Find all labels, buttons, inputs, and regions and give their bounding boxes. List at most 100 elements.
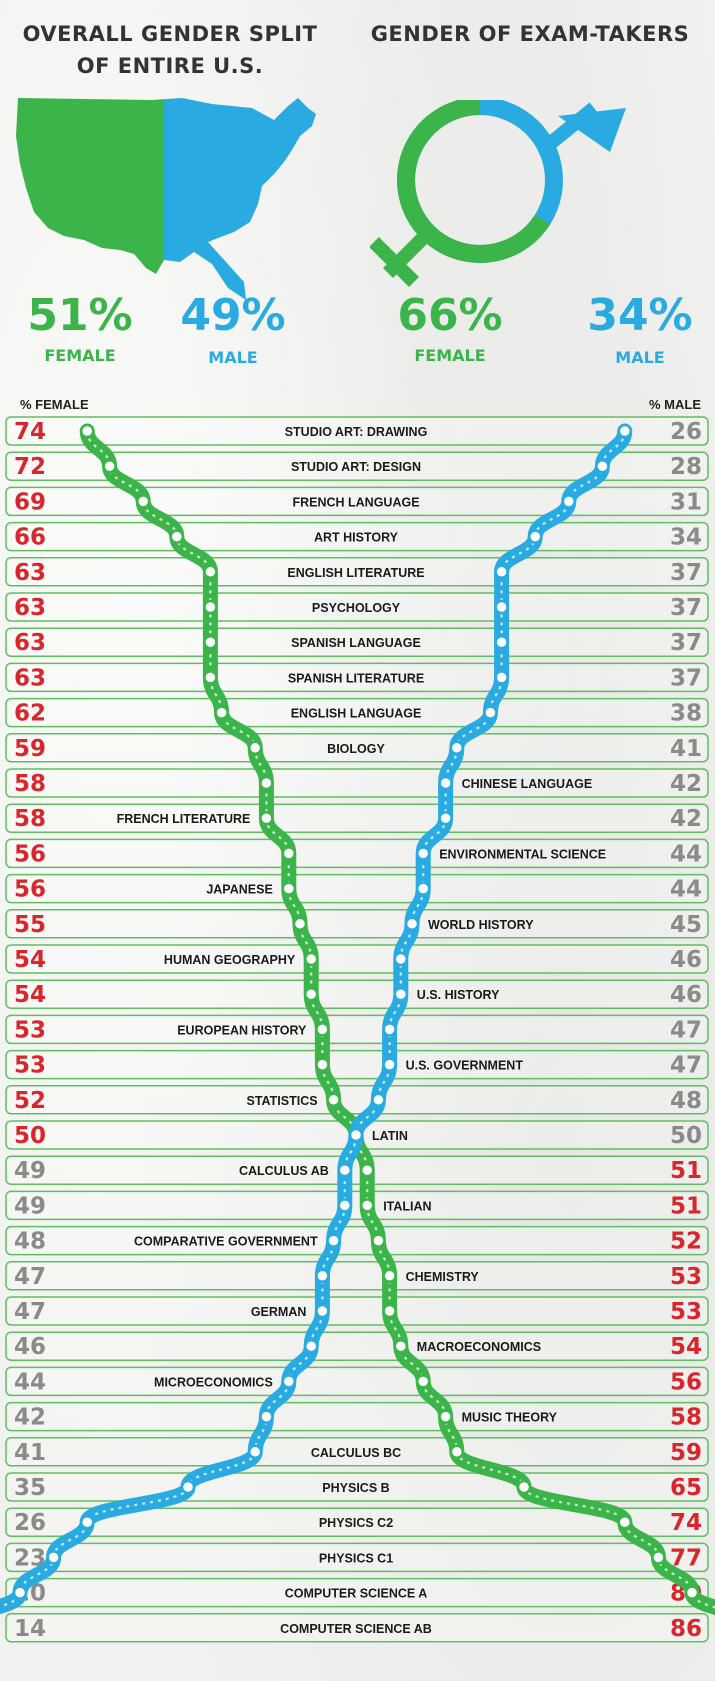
female-pct-value: 58	[14, 806, 46, 832]
male-pct-value: 42	[670, 806, 702, 832]
table-row	[5, 1190, 709, 1221]
us-split-title-line1: OVERALL GENDER SPLIT	[22, 22, 318, 46]
male-series-line-point	[494, 670, 509, 685]
subject-label: ENGLISH LITERATURE	[287, 566, 424, 580]
table-row	[5, 1049, 709, 1080]
female-pct-value: 47	[14, 1299, 46, 1325]
male-pct-value: 50	[670, 1123, 702, 1149]
female-series-line-point	[359, 1198, 375, 1213]
exam-split-title: GENDER OF EXAM-TAKERS	[370, 22, 690, 46]
subject-label: COMPUTER SCIENCE AB	[280, 1622, 432, 1636]
female-series-line-point	[684, 1585, 700, 1600]
table-row	[5, 1507, 709, 1537]
female-symbol-icon	[370, 229, 432, 287]
male-pct-value: 47	[670, 1053, 702, 1079]
exam-female-pct: 66%	[397, 290, 503, 341]
female-series-line-point	[651, 1550, 666, 1565]
male-symbol-icon	[547, 102, 626, 152]
male-series-line-point	[617, 423, 633, 439]
table-row	[5, 909, 709, 939]
table-row	[5, 1366, 709, 1397]
male-series-line-point	[315, 1303, 330, 1319]
female-pct-value: 72	[14, 454, 46, 480]
us-female-pct: 51%	[27, 290, 133, 341]
female-pct-value: 41	[14, 1440, 46, 1466]
subject-label: CHEMISTRY	[406, 1270, 480, 1284]
male-pct-value: 48	[670, 1088, 702, 1114]
female-pct-value: 49	[14, 1158, 46, 1184]
table-row	[5, 1577, 709, 1608]
table-row	[5, 1401, 709, 1432]
female-pct-value: 53	[14, 1017, 46, 1043]
male-pct-value: 46	[670, 947, 702, 973]
female-pct-value: 50	[14, 1123, 46, 1149]
subject-label: FRENCH LITERATURE	[117, 812, 251, 826]
table-row	[5, 1331, 709, 1361]
male-pct-value: 44	[670, 841, 702, 867]
subject-label: ART HISTORY	[314, 531, 399, 545]
female-series-line-point	[214, 705, 229, 720]
us-male-label: MALE	[208, 348, 258, 367]
female-series-line-point	[281, 881, 297, 896]
female-series-line-point	[382, 1268, 397, 1284]
female-series-line-point	[371, 1233, 386, 1248]
male-column-header: % MALE	[649, 397, 701, 412]
male-series-line-point	[393, 951, 409, 967]
table-row	[5, 451, 709, 481]
male-series-line-point	[337, 1162, 353, 1178]
female-series-line-point	[102, 458, 117, 474]
subject-label: WORLD HISTORY	[428, 918, 534, 932]
subject-label: SPANISH LANGUAGE	[291, 636, 421, 650]
subject-label: CALCULUS BC	[311, 1446, 401, 1460]
subject-label: LATIN	[372, 1129, 408, 1143]
female-pct-value: 63	[14, 665, 46, 691]
male-series-line-point	[247, 1444, 263, 1460]
female-series-line-point	[259, 810, 274, 826]
female-series-line-point	[438, 1409, 453, 1424]
table-row	[5, 1014, 709, 1045]
exam-female-label: FEMALE	[414, 346, 486, 365]
table-row	[5, 1296, 709, 1326]
male-pct-value: 58	[670, 1405, 702, 1431]
subject-label: COMPUTER SCIENCE A	[285, 1587, 428, 1601]
exam-gender-donut	[397, 100, 563, 263]
male-series-line-point	[180, 1479, 196, 1495]
female-pct-value: 14	[14, 1616, 46, 1642]
table-row	[5, 1085, 709, 1115]
male-pct-value: 31	[670, 489, 702, 515]
subject-label: ENGLISH LANGUAGE	[291, 707, 422, 721]
male-pct-value: 51	[670, 1193, 702, 1219]
table-row	[5, 944, 709, 974]
male-series-line-point	[371, 1092, 386, 1108]
table-row	[5, 662, 709, 693]
subject-label: STATISTICS	[247, 1094, 318, 1108]
table-row	[5, 592, 709, 622]
male-series-line-point	[393, 986, 409, 1002]
female-series-line-point	[203, 599, 218, 615]
female-series-line-point	[203, 634, 218, 650]
female-series-line	[79, 423, 715, 1616]
subject-label: MICROECONOMICS	[154, 1375, 273, 1389]
female-pct-value: 54	[14, 947, 46, 973]
table-row	[5, 1261, 709, 1291]
female-series-line-point	[303, 951, 319, 967]
female-pct-value: 49	[14, 1193, 46, 1219]
female-pct-value: 46	[14, 1334, 46, 1360]
us-map-graphic	[16, 98, 316, 300]
subject-label: STUDIO ART: DESIGN	[291, 460, 421, 474]
male-series-line-point	[382, 1057, 397, 1072]
female-pct-value: 69	[14, 489, 46, 515]
female-series-line-point	[169, 529, 185, 544]
female-column-header: % FEMALE	[20, 397, 89, 412]
female-series-line-point	[415, 1374, 431, 1389]
male-pct-value: 54	[670, 1334, 702, 1360]
male-pct-value: 86	[670, 1616, 702, 1642]
male-pct-value: 52	[670, 1229, 702, 1255]
female-pct-value: 63	[14, 630, 46, 656]
female-pct-value: 63	[14, 595, 46, 621]
table-row	[5, 1437, 709, 1467]
male-series-line-point	[337, 1198, 353, 1213]
female-pct-value: 52	[14, 1088, 46, 1114]
subject-label: U.S. GOVERNMENT	[406, 1059, 524, 1073]
male-pct-value: 38	[670, 701, 702, 727]
